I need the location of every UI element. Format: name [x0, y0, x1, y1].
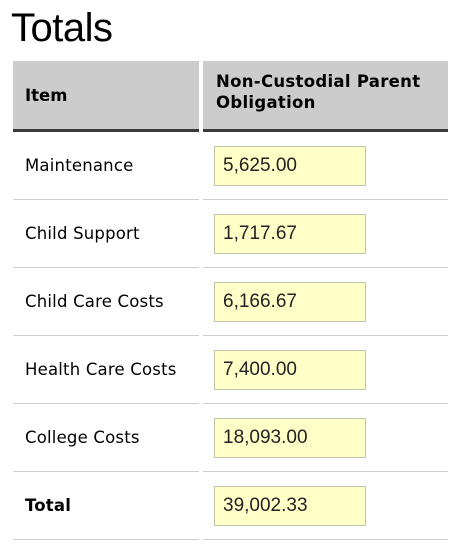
- row-label: Child Support: [13, 200, 199, 268]
- value-cell: 7,400.00: [203, 336, 448, 404]
- value-cell: 1,717.67: [203, 200, 448, 268]
- row-label: Child Care Costs: [13, 268, 199, 336]
- value-cell: 39,002.33: [203, 472, 448, 540]
- child-care-costs-value-field[interactable]: 6,166.67: [214, 281, 366, 322]
- table-row-child-care-costs: Child Care Costs 6,166.67: [13, 268, 448, 336]
- table-row-college-costs: College Costs 18,093.00: [13, 404, 448, 472]
- column-header-item: Item: [13, 61, 199, 132]
- row-label: College Costs: [13, 404, 199, 472]
- health-care-costs-value-field[interactable]: 7,400.00: [214, 349, 366, 390]
- totals-table: Item Non-Custodial Parent Obligation Mai…: [13, 61, 448, 540]
- row-label: Maintenance: [13, 132, 199, 200]
- total-value-field[interactable]: 39,002.33: [214, 485, 366, 526]
- row-label-total: Total: [13, 472, 199, 540]
- value-cell: 5,625.00: [203, 132, 448, 200]
- row-label: Health Care Costs: [13, 336, 199, 404]
- page-title: Totals: [11, 6, 113, 50]
- child-support-value-field[interactable]: 1,717.67: [214, 213, 366, 254]
- table-header: Item Non-Custodial Parent Obligation: [13, 61, 448, 132]
- table-row-total: Total 39,002.33: [13, 472, 448, 540]
- value-cell: 6,166.67: [203, 268, 448, 336]
- value-cell: 18,093.00: [203, 404, 448, 472]
- table-row-maintenance: Maintenance 5,625.00: [13, 132, 448, 200]
- maintenance-value-field[interactable]: 5,625.00: [214, 145, 366, 186]
- column-header-obligation: Non-Custodial Parent Obligation: [203, 61, 448, 132]
- table-row-health-care-costs: Health Care Costs 7,400.00: [13, 336, 448, 404]
- college-costs-value-field[interactable]: 18,093.00: [214, 417, 366, 458]
- table-row-child-support: Child Support 1,717.67: [13, 200, 448, 268]
